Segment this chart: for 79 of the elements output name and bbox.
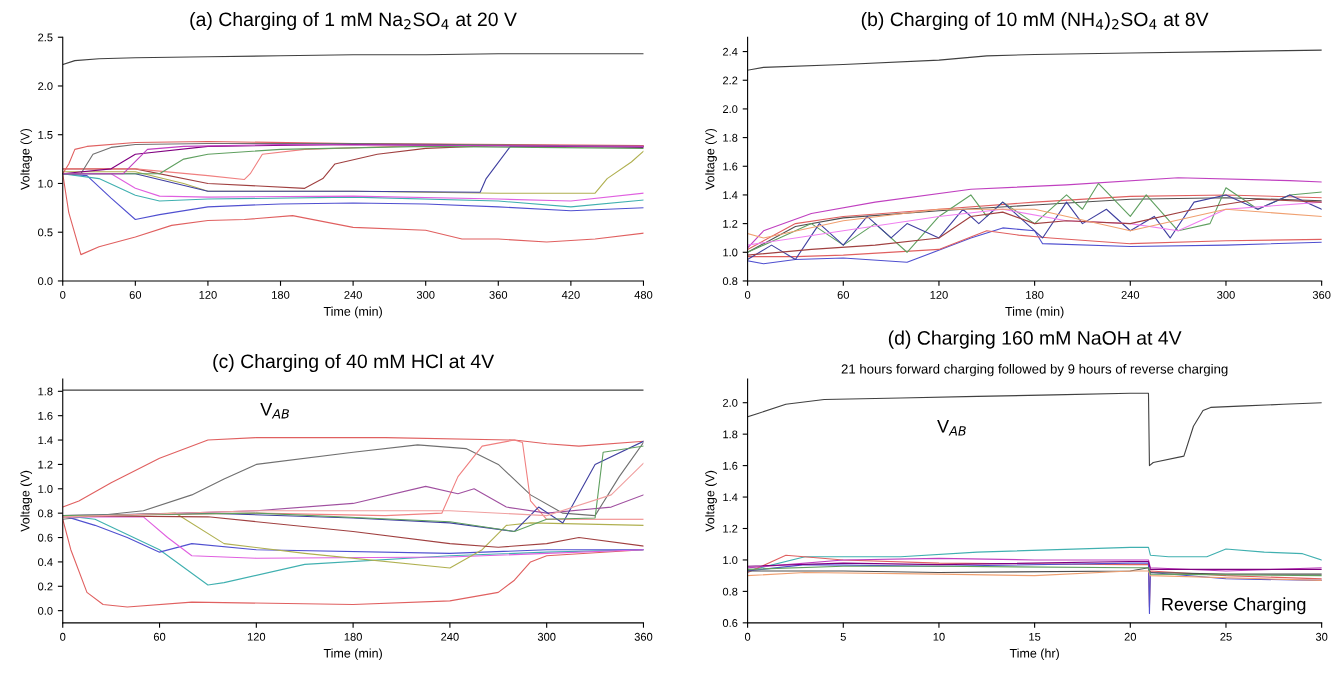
annotation: Reverse Charging: [1162, 597, 1306, 615]
y-axis-title: Voltage (V): [20, 470, 33, 532]
y-tick-label: 1.6: [723, 461, 738, 470]
x-tick-label: 0: [60, 290, 66, 299]
y-tick-label: 2.4: [722, 47, 738, 56]
y-tick-label: 1.8: [38, 387, 53, 396]
y-tick-label: 1.4: [723, 191, 738, 199]
y-tick-label: 0.8: [722, 277, 738, 286]
chart-title: (b) Charging of 10 mM (NH$_{4}$)$_{2}$SO$_{4}$ at 8V: [861, 11, 1209, 31]
y-axis-title: Voltage (V): [705, 470, 717, 532]
x-tick-label: 5: [840, 632, 846, 641]
y-tick-label: 1.4: [38, 436, 53, 445]
x-tick-label: 360: [1312, 290, 1331, 299]
y-tick-label: 0.6: [38, 533, 53, 542]
x-axis-title: Time (min): [323, 648, 382, 661]
y-tick-label: 1.0: [38, 485, 53, 493]
y-tick-label: 0.8: [722, 587, 738, 596]
chart-title: (a) Charging of 1 mM Na$_{2}$SO$_{4}$ at 20 V: [190, 11, 517, 31]
y-tick-label: 1.0: [723, 248, 738, 257]
x-tick-label: 20: [1124, 632, 1137, 641]
chart-title: (c) Charging of 40 mM HCl at 4V: [213, 353, 495, 373]
annotation: V$_{AB}$: [937, 420, 966, 436]
x-axis-title: Time (hr): [1009, 648, 1059, 661]
y-tick-label: 1.2: [723, 219, 738, 228]
y-tick-label: 1.4: [723, 493, 738, 502]
x-tick-label: 300: [1217, 290, 1235, 299]
x-tick-label: 10: [933, 632, 945, 641]
y-tick-label: 1.8: [723, 133, 738, 142]
x-tick-label: 360: [634, 632, 653, 641]
x-tick-label: 60: [153, 632, 166, 641]
x-tick-label: 480: [634, 290, 653, 299]
x-tick-label: 420: [561, 290, 580, 299]
x-tick-label: 180: [344, 632, 362, 641]
x-tick-label: 180: [272, 290, 290, 299]
x-tick-label: 15: [1029, 632, 1041, 641]
x-tick-label: 60: [837, 290, 850, 299]
chart-subtitle: 21 hours forward charging followed by 9 hours of reverse charging: [841, 364, 1228, 377]
y-tick-label: 1.8: [723, 430, 738, 439]
x-tick-label: 120: [247, 632, 266, 641]
annotation: V$_{AB}$: [260, 403, 289, 419]
y-tick-label: 1.2: [38, 460, 53, 469]
y-tick-label: 0.6: [722, 619, 738, 627]
y-tick-label: 1.0: [723, 556, 738, 565]
x-tick-label: 25: [1220, 632, 1232, 641]
y-tick-label: 1.0: [38, 179, 53, 188]
y-tick-label: 1.6: [723, 162, 738, 171]
x-tick-label: 0: [744, 632, 751, 641]
y-tick-label: 0.2: [38, 582, 53, 591]
x-tick-label: 120: [930, 290, 948, 299]
x-axis-title: Time (min): [1005, 306, 1064, 319]
x-tick-label: 240: [441, 632, 459, 641]
x-tick-label: 300: [416, 290, 435, 299]
y-tick-label: 0.4: [38, 558, 53, 567]
y-tick-label: 0.0: [38, 606, 53, 615]
x-tick-label: 300: [537, 632, 556, 641]
x-tick-label: 180: [1026, 290, 1044, 299]
y-tick-label: 1.6: [38, 411, 53, 420]
x-tick-label: 0: [60, 632, 66, 641]
y-tick-label: 2.0: [38, 82, 53, 91]
x-tick-label: 240: [1121, 290, 1140, 299]
x-tick-label: 30: [1315, 632, 1328, 641]
y-tick-label: 0.8: [38, 509, 53, 518]
y-axis-title: Voltage (V): [705, 128, 717, 190]
x-tick-label: 240: [344, 290, 362, 299]
y-tick-label: 1.5: [38, 131, 53, 139]
y-tick-label: 2.2: [722, 76, 738, 85]
x-axis-title: Time (min): [323, 306, 382, 319]
chart-title: (d) Charging 160 mM NaOH at 4V: [888, 330, 1182, 349]
y-tick-label: 0.0: [38, 277, 53, 286]
y-tick-label: 2.0: [722, 105, 738, 114]
y-tick-label: 0.5: [38, 228, 53, 237]
x-tick-label: 0: [744, 290, 751, 299]
y-tick-label: 2.0: [722, 398, 738, 407]
x-tick-label: 60: [129, 290, 142, 299]
y-tick-label: 1.2: [723, 524, 738, 533]
y-tick-label: 2.5: [38, 33, 53, 42]
y-axis-title: Voltage (V): [20, 128, 33, 190]
x-tick-label: 120: [199, 290, 217, 299]
x-tick-label: 360: [489, 290, 508, 299]
